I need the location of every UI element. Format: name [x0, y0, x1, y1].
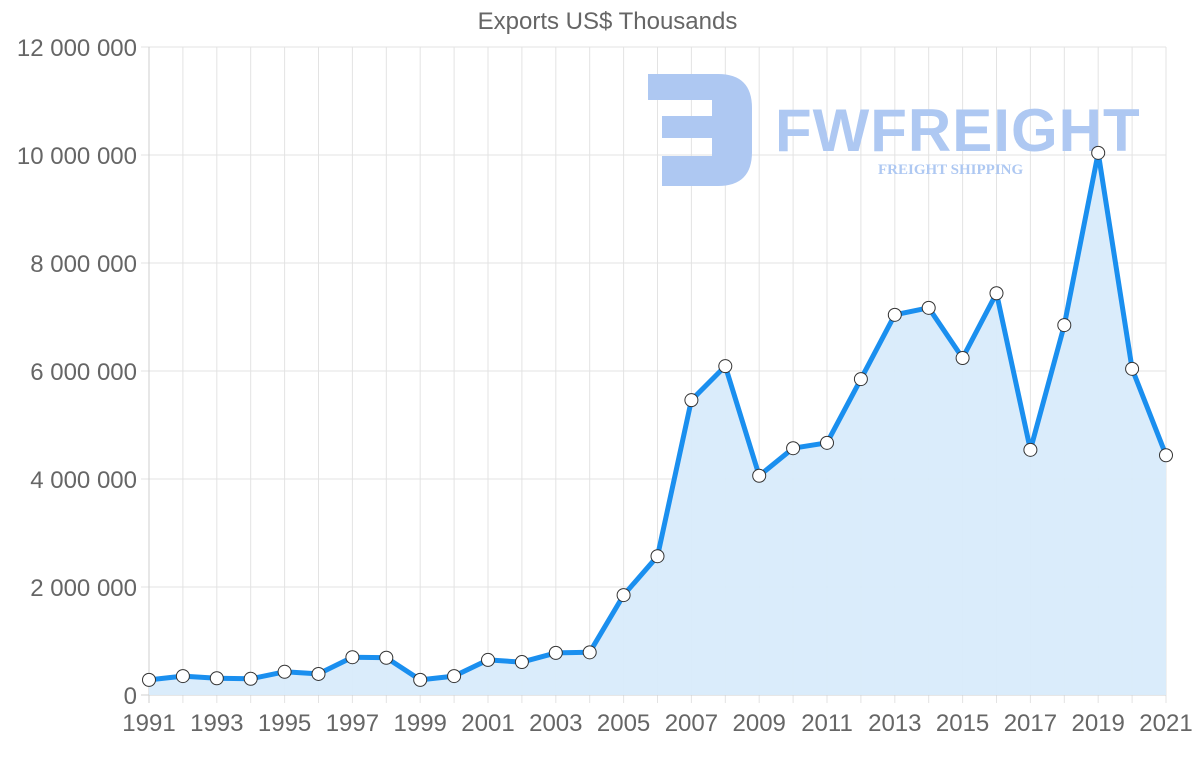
- data-point[interactable]: [1125, 361, 1140, 376]
- data-point[interactable]: [786, 441, 801, 456]
- data-point[interactable]: [616, 588, 631, 603]
- y-tick-label: 4 000 000: [30, 467, 137, 494]
- x-tick-label: 1991: [122, 710, 175, 737]
- data-point[interactable]: [277, 664, 292, 679]
- y-tick-label: 6 000 000: [30, 359, 137, 386]
- data-point[interactable]: [853, 372, 868, 387]
- data-point[interactable]: [1057, 318, 1072, 333]
- data-point[interactable]: [752, 468, 767, 483]
- x-tick-label: 2009: [733, 710, 786, 737]
- data-point[interactable]: [955, 351, 970, 366]
- watermark-tagline: FREIGHT SHIPPING: [878, 162, 1023, 178]
- x-tick-label: 1997: [326, 710, 379, 737]
- x-tick-label: 2021: [1139, 710, 1192, 737]
- data-points: [142, 145, 1173, 687]
- y-tick-label: 12 000 000: [17, 35, 137, 62]
- data-point[interactable]: [379, 650, 394, 665]
- data-point[interactable]: [548, 645, 563, 660]
- data-point[interactable]: [175, 669, 190, 684]
- x-tick-label: 1995: [258, 710, 311, 737]
- data-point[interactable]: [684, 393, 699, 408]
- x-axis: 1991 1993 1995 1997 1999 2001 2003 2005 2007 2009…: [122, 710, 1192, 737]
- fwfreight-logo-icon: [648, 74, 752, 186]
- data-point[interactable]: [345, 650, 360, 665]
- data-point[interactable]: [209, 671, 224, 686]
- area-fill: [149, 152, 1166, 696]
- data-point[interactable]: [413, 672, 428, 687]
- x-tick-label: 1999: [394, 710, 447, 737]
- data-point[interactable]: [718, 359, 733, 374]
- x-tick-label: 2013: [868, 710, 921, 737]
- data-point[interactable]: [447, 669, 462, 684]
- x-tick-label: 2017: [1004, 710, 1057, 737]
- x-tick-label: 2015: [936, 710, 989, 737]
- fwfreight-watermark: FWFREIGHT FREIGHT SHIPPING: [648, 74, 1141, 186]
- chart-title: Exports US$ Thousands: [477, 8, 738, 35]
- x-tick-label: 1993: [190, 710, 243, 737]
- data-point[interactable]: [311, 666, 326, 681]
- data-point[interactable]: [514, 655, 529, 670]
- data-point[interactable]: [243, 671, 258, 686]
- data-point[interactable]: [921, 300, 936, 315]
- data-point[interactable]: [887, 307, 902, 322]
- x-tick-label: 2007: [665, 710, 718, 737]
- watermark-brand: FWFREIGHT: [775, 97, 1141, 164]
- x-tick-label: 2011: [801, 710, 853, 737]
- x-tick-label: 2001: [461, 710, 514, 737]
- data-point[interactable]: [1159, 448, 1173, 463]
- data-point[interactable]: [582, 645, 597, 660]
- x-tick-label: 2019: [1072, 710, 1125, 737]
- data-point[interactable]: [481, 652, 495, 667]
- data-point[interactable]: [142, 672, 156, 687]
- data-point[interactable]: [1023, 442, 1038, 457]
- data-point[interactable]: [820, 435, 834, 450]
- data-point[interactable]: [650, 549, 665, 564]
- y-tick-label: 8 000 000: [30, 251, 137, 278]
- y-tick-label: 10 000 000: [17, 143, 137, 170]
- x-tick-label: 2003: [529, 710, 582, 737]
- y-tick-label: 0: [124, 683, 137, 710]
- x-tick-label: 2005: [597, 710, 650, 737]
- y-axis: 0 2 000 000 4 000 000 6 000 000 8 000 000 10 …: [17, 35, 137, 710]
- data-point[interactable]: [989, 286, 1004, 301]
- data-point[interactable]: [1091, 145, 1106, 160]
- y-tick-label: 2 000 000: [30, 575, 137, 602]
